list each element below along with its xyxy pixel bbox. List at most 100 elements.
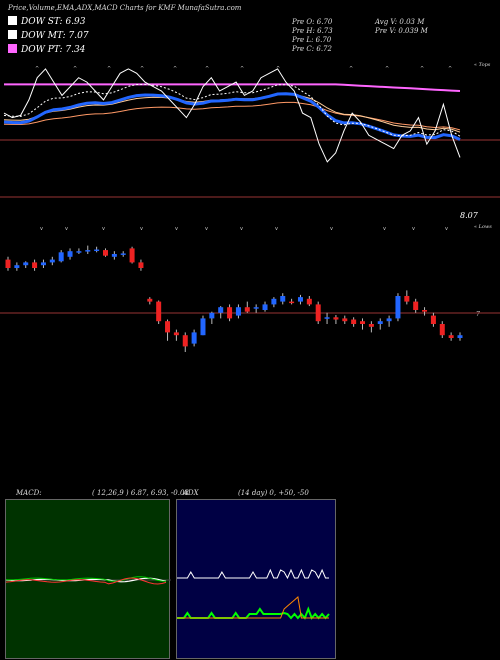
- candle-body-49: [439, 324, 445, 336]
- candle-body-45: [404, 296, 410, 302]
- top-marker-4: ^: [173, 66, 177, 72]
- candle-body-24: [218, 307, 224, 313]
- pre-volume: Pre V: 0.039 M: [375, 27, 428, 35]
- bottom-marker-0: v: [40, 226, 43, 232]
- avg-volume: Avg V: 0.03 M: [375, 18, 425, 26]
- legend-swatch-st: [8, 16, 17, 25]
- adx-label: ADX: [183, 489, 199, 497]
- ohlc-low: Pre L: 6.70: [292, 36, 332, 44]
- close-price-line: [3, 68, 461, 163]
- candle-body-2: [23, 262, 29, 266]
- candle-body-29: [262, 304, 268, 310]
- top-marker-2: ^: [107, 66, 111, 72]
- candle-body-8: [76, 251, 82, 253]
- current-price-label: 8.07: [460, 211, 478, 220]
- macd-signal-line: [6, 576, 167, 582]
- candle-body-7: [67, 251, 73, 257]
- candle-body-22: [200, 318, 206, 336]
- candle-body-17: [156, 301, 162, 322]
- macd-histogram-line: [6, 577, 167, 585]
- candle-body-48: [430, 315, 436, 324]
- candle-body-10: [94, 249, 100, 252]
- candle-body-51: [457, 335, 463, 338]
- top-marker-0: ^: [35, 66, 39, 72]
- candle-body-25: [227, 307, 233, 319]
- tops-tag: « Tops: [474, 62, 491, 68]
- bottom-marker-7: v: [275, 226, 278, 232]
- candle-body-23: [209, 312, 215, 319]
- bottom-marker-4: v: [175, 226, 178, 232]
- adx-line: [177, 596, 329, 619]
- top-marker-6: ^: [240, 66, 244, 72]
- candle-body-6: [58, 252, 64, 262]
- candle-body-1: [14, 265, 20, 268]
- candle-body-27: [244, 307, 250, 312]
- adx-minus-di-line: [177, 606, 330, 620]
- candle-body-16: [147, 298, 153, 302]
- candle-line-tag: 7: [476, 311, 480, 318]
- top-marker-8: ^: [349, 66, 353, 72]
- candle-body-39: [351, 319, 357, 324]
- candle-body-11: [102, 250, 108, 256]
- ohlc-high: Pre H: 6.73: [292, 27, 333, 35]
- bottom-marker-1: v: [65, 226, 68, 232]
- bottom-marker-3: v: [140, 226, 143, 232]
- candle-body-41: [368, 324, 374, 327]
- lows-tag: « Lows: [474, 224, 492, 230]
- adx-params: (14 day) 0, +50, -50: [238, 489, 309, 497]
- candle-body-40: [360, 321, 366, 324]
- legend-swatch-pt: [8, 44, 17, 53]
- ema-long-line: [3, 101, 461, 131]
- candle-body-15: [138, 262, 144, 268]
- top-marker-10: ^: [420, 66, 424, 72]
- candle-body-21: [191, 332, 197, 344]
- legend-dow-mt: DOW MT: 7.07: [8, 30, 89, 41]
- candle-body-44: [395, 296, 401, 319]
- bottom-marker-8: v: [330, 226, 333, 232]
- candle-body-3: [32, 262, 38, 268]
- candle-body-33: [297, 297, 303, 302]
- macd-label: MACD:: [16, 489, 42, 497]
- bottom-marker-10: v: [412, 226, 415, 232]
- ohlc-close: Pre C: 6.72: [292, 45, 332, 53]
- adx-panel: [176, 499, 336, 659]
- candle-body-46: [413, 301, 419, 310]
- ohlc-open: Pre O: 6.70: [292, 18, 333, 26]
- candle-body-14: [129, 248, 135, 263]
- candle-body-9: [85, 250, 91, 252]
- candle-body-31: [280, 296, 286, 302]
- candle-body-35: [315, 304, 321, 322]
- candle-body-37: [333, 317, 339, 320]
- legend-swatch-mt: [8, 30, 17, 39]
- macd-panel: [5, 499, 171, 659]
- top-marker-1: ^: [73, 66, 77, 72]
- chart-title: Price,Volume,EMA,ADX,MACD Charts for KMF…: [8, 4, 242, 12]
- candle-body-13: [120, 253, 126, 255]
- candle-body-18: [165, 321, 171, 333]
- macd-plot: [6, 576, 171, 585]
- candle-body-43: [386, 318, 392, 322]
- bottom-marker-2: v: [102, 226, 105, 232]
- candle-body-50: [448, 335, 454, 338]
- top-marker-11: ^: [448, 66, 452, 72]
- top-marker-9: ^: [385, 66, 389, 72]
- candle-body-38: [342, 318, 348, 322]
- candle-body-42: [377, 321, 383, 324]
- legend-dow-st: DOW ST: 6.93: [8, 16, 86, 27]
- candle-body-19: [173, 332, 179, 336]
- bottom-marker-5: v: [205, 226, 208, 232]
- candle-body-32: [289, 301, 295, 304]
- ema-pt-line: [4, 83, 461, 92]
- ema-short-line: [3, 83, 461, 137]
- macd-params: ( 12,26,9 ) 6.87, 6.93, -0.08: [92, 489, 189, 497]
- legend-dow-pt: DOW PT: 7.34: [8, 44, 85, 55]
- candle-body-12: [111, 254, 117, 257]
- candle-body-47: [422, 310, 428, 312]
- candle-body-30: [271, 298, 277, 305]
- adx-plot: [177, 568, 330, 620]
- candle-body-20: [182, 335, 188, 347]
- candle-body-26: [235, 307, 241, 316]
- candle-body-0: [5, 259, 11, 268]
- candle-body-5: [49, 259, 55, 263]
